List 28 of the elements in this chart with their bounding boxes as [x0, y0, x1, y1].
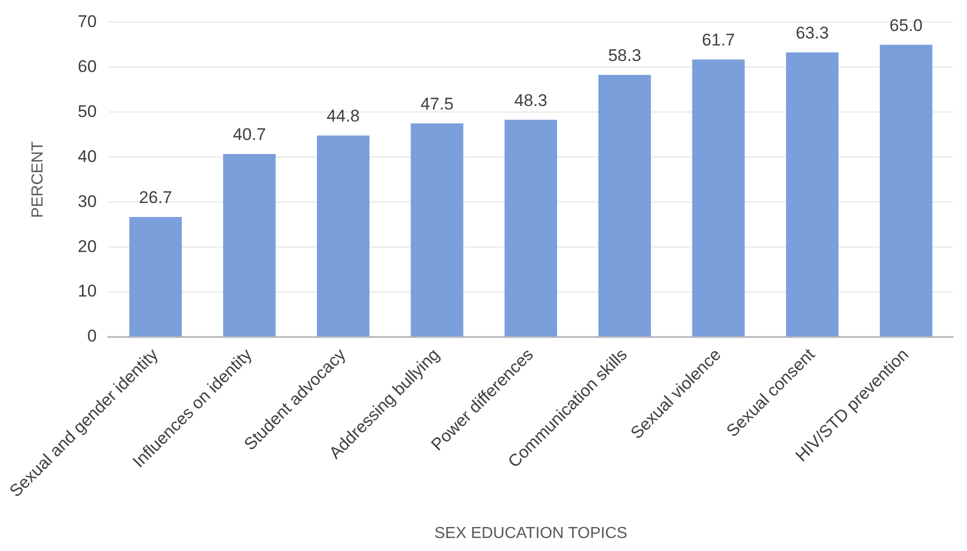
y-tick-label: 30: [78, 192, 97, 211]
bar: [880, 44, 932, 337]
y-tick-label: 50: [78, 102, 97, 121]
data-label: 26.7: [139, 188, 172, 208]
bar: [223, 154, 276, 337]
bar: [786, 52, 839, 337]
y-tick-label: 60: [78, 56, 97, 76]
y-tick-label: 70: [78, 12, 97, 31]
data-label: 58.3: [608, 46, 642, 66]
y-tick-label: 10: [78, 282, 97, 301]
bar: [316, 136, 370, 337]
bar: [129, 216, 182, 337]
data-label: 47.5: [420, 94, 454, 114]
x-axis-title: SEX EDUCATION TOPICS: [434, 524, 628, 542]
y-tick-label: 20: [78, 236, 97, 256]
data-label: 40.7: [232, 125, 266, 144]
data-label: 61.7: [702, 30, 736, 50]
data-label: 48.3: [514, 90, 548, 110]
y-tick-label: 40: [78, 146, 97, 166]
y-axis-title: PERCENT: [30, 141, 47, 218]
data-label: 63.3: [796, 24, 829, 43]
bar: [692, 60, 745, 337]
data-label: 44.8: [326, 106, 360, 126]
y-tick-label: 0: [87, 326, 97, 346]
bar: [410, 123, 464, 337]
data-label: 65.0: [890, 16, 923, 35]
bar: [504, 120, 558, 337]
bar: [598, 74, 651, 337]
